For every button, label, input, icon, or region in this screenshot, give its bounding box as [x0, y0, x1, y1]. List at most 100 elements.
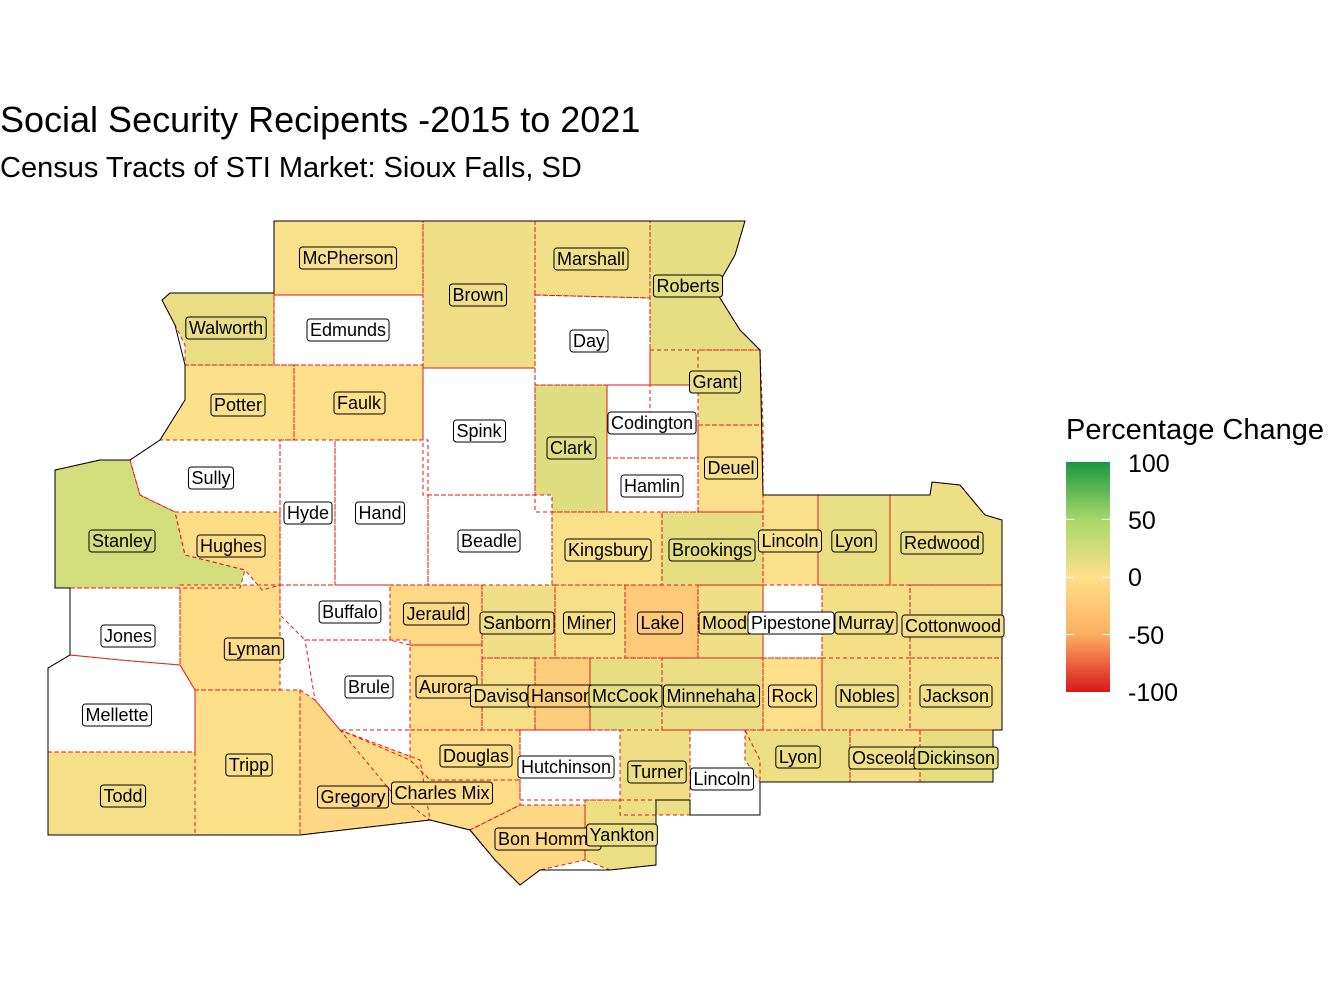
county-label: Lincoln: [693, 769, 750, 789]
county-label-box: [627, 760, 687, 784]
county-label: Brule: [348, 677, 390, 697]
county-label: Lincoln: [761, 531, 818, 551]
county-label-box: [588, 684, 663, 708]
legend-title: Percentage Change: [1066, 414, 1324, 446]
county-label-box: [586, 823, 658, 847]
county-label-box: [88, 529, 156, 553]
county-label-box: [775, 745, 821, 769]
county-label: Mellette: [85, 705, 148, 725]
county-label-box: [210, 393, 266, 417]
county-label-box: [662, 684, 761, 708]
county-label: Faulk: [337, 393, 382, 413]
county-label-box: [620, 474, 684, 498]
county-label-box: [636, 611, 684, 635]
county-label: Hanson: [531, 686, 593, 706]
legend-tick-label: 50: [1128, 507, 1156, 535]
county-label-box: [553, 247, 629, 271]
county-label-box: [831, 529, 877, 553]
county-label-box: [834, 611, 898, 635]
county-label-box: [390, 781, 494, 805]
county-label-box: [689, 767, 755, 791]
county-label: Grant: [692, 372, 737, 392]
county-label: Moody: [702, 613, 756, 633]
county-label: Spink: [456, 421, 502, 441]
county-label: Stanley: [92, 531, 152, 551]
county-label: Pipestone: [751, 613, 831, 633]
legend-tick-label: -100: [1128, 679, 1179, 707]
county-label: Turner: [631, 762, 683, 782]
county-label: Beadle: [461, 531, 517, 551]
county-label-box: [835, 684, 899, 708]
county-label: McPherson: [302, 248, 393, 268]
county-label: Clark: [550, 438, 593, 458]
county-label-box: [448, 283, 508, 307]
county-label: Lake: [640, 613, 679, 633]
county-label-box: [703, 456, 759, 480]
county-label-box: [316, 785, 390, 809]
county-label: Walworth: [189, 318, 263, 338]
county-label: Jackson: [923, 686, 989, 706]
county-label-box: [546, 436, 597, 460]
county-label-box: [479, 611, 555, 635]
county-label-box: [185, 316, 267, 340]
county-border: [194, 689, 301, 836]
map-subtitle: Census Tracts of STI Market: Sioux Falls…: [0, 152, 582, 184]
county-label: Bon Homme: [498, 829, 598, 849]
county-label: Sully: [191, 468, 230, 488]
legend-tick-mark: [1066, 577, 1074, 578]
county-label: Aurora: [419, 677, 474, 697]
county-label-box: [688, 370, 742, 394]
county-label-box: [100, 624, 156, 648]
county-label: Cottonwood: [905, 616, 1001, 636]
legend-tick-label: 100: [1128, 450, 1170, 478]
county-label-box: [767, 684, 818, 708]
legend-tick-label: 0: [1128, 564, 1142, 592]
county-label-box: [607, 411, 697, 435]
county-label-box: [562, 611, 616, 635]
county-label-box: [306, 318, 390, 342]
county-label: Sanborn: [483, 613, 551, 633]
legend-tick-mark: [1102, 634, 1110, 635]
county-label-box: [457, 529, 521, 553]
county-border: [744, 729, 851, 783]
county-label: Codington: [611, 413, 693, 433]
county-label-box: [652, 274, 724, 298]
county-label: Hamlin: [624, 476, 680, 496]
county-label: Tripp: [229, 755, 269, 775]
county-label: Minnehaha: [666, 686, 756, 706]
county-label-box: [564, 538, 652, 562]
legend-tick-mark: [1066, 634, 1074, 635]
county-label-box: [354, 501, 406, 525]
county-label: Hutchinson: [521, 757, 611, 777]
county-label: Edmunds: [310, 320, 386, 340]
county-label: Todd: [103, 786, 142, 806]
legend-tick-mark: [1102, 519, 1110, 520]
county-border: [821, 657, 911, 731]
county-label-box: [298, 246, 398, 270]
county-border: [606, 457, 699, 513]
county-label: Brown: [452, 285, 503, 305]
legend-tick-label: -50: [1128, 622, 1165, 650]
legend-tick-mark: [1066, 519, 1074, 520]
county-label-box: [919, 684, 993, 708]
county-label-box: [81, 703, 153, 727]
county-border: [174, 511, 281, 591]
county-label: Gregory: [320, 787, 385, 807]
legend-tick-mark: [1102, 577, 1110, 578]
county-label: Hyde: [287, 503, 329, 523]
county-border: [389, 584, 483, 646]
county-label-box: [333, 391, 386, 415]
county-border: [47, 654, 196, 753]
county-label: Deuel: [707, 458, 754, 478]
county-label-box: [913, 746, 999, 770]
county-label: Lyman: [227, 639, 280, 659]
county-label: Rock: [771, 686, 813, 706]
county-border: [47, 751, 196, 836]
county-label: McCook: [592, 686, 659, 706]
county-label: Day: [573, 331, 605, 351]
county-label: Murray: [838, 613, 894, 633]
county-charles-mix: [340, 730, 520, 830]
county-label: Jerauld: [406, 604, 465, 624]
county-label-box: [318, 600, 382, 624]
